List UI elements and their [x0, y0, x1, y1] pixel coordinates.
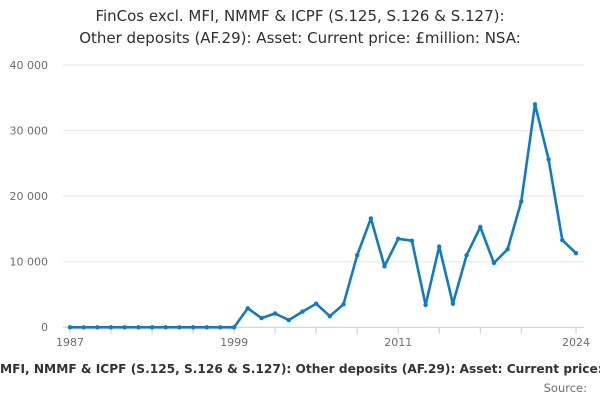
x-axis-label: 1999 — [220, 336, 248, 349]
data-point — [286, 317, 291, 323]
data-point — [382, 264, 387, 269]
data-point — [573, 251, 579, 256]
data-point — [231, 325, 237, 330]
data-point — [491, 260, 497, 266]
data-point — [437, 244, 442, 249]
footer-series-label: MFI, NMMF & ICPF (S.125, S.126 & S.127):… — [0, 362, 600, 376]
chart-title-line1: FinCos excl. MFI, NMMF & ICPF (S.125, S.… — [95, 7, 505, 25]
data-point — [245, 306, 250, 311]
data-point — [81, 325, 86, 330]
data-point — [190, 325, 196, 330]
data-point — [355, 253, 360, 258]
x-axis-label: 2011 — [384, 336, 412, 349]
data-point — [67, 325, 73, 330]
data-point — [163, 325, 168, 330]
data-point — [560, 237, 565, 243]
data-point — [108, 325, 114, 330]
data-point — [327, 314, 332, 319]
data-point — [122, 325, 127, 330]
y-axis-label: 40 000 — [10, 59, 49, 72]
data-point — [149, 325, 155, 330]
data-point — [464, 253, 469, 258]
data-point — [478, 224, 483, 230]
data-point — [409, 238, 415, 243]
chart-title: FinCos excl. MFI, NMMF & ICPF (S.125, S.… — [0, 5, 600, 49]
data-point — [136, 325, 141, 330]
data-point — [519, 199, 524, 204]
y-axis-label: 0 — [41, 321, 48, 334]
data-point — [423, 302, 428, 308]
x-axis-label: 2024 — [562, 336, 590, 349]
data-point — [177, 325, 182, 330]
data-point — [396, 236, 401, 241]
data-point — [505, 247, 510, 252]
data-point — [450, 301, 456, 306]
series-line — [68, 103, 578, 329]
data-point — [95, 325, 100, 330]
y-axis-label: 30 000 — [10, 124, 49, 137]
data-point — [546, 157, 551, 162]
data-point — [204, 325, 209, 330]
data-point — [218, 325, 223, 330]
x-axis-label: 1987 — [56, 336, 84, 349]
data-point — [272, 311, 278, 316]
data-point — [300, 309, 305, 314]
footer-source-label: Source: — [543, 381, 587, 395]
y-axis-label: 10 000 — [10, 256, 49, 269]
data-point — [259, 315, 264, 321]
data-point — [314, 301, 319, 306]
data-point — [368, 216, 374, 221]
data-point — [532, 102, 538, 107]
data-point — [341, 302, 346, 307]
chart-title-line2: Other deposits (AF.29): Asset: Current p… — [79, 29, 521, 47]
y-axis-label: 20 000 — [10, 190, 49, 203]
